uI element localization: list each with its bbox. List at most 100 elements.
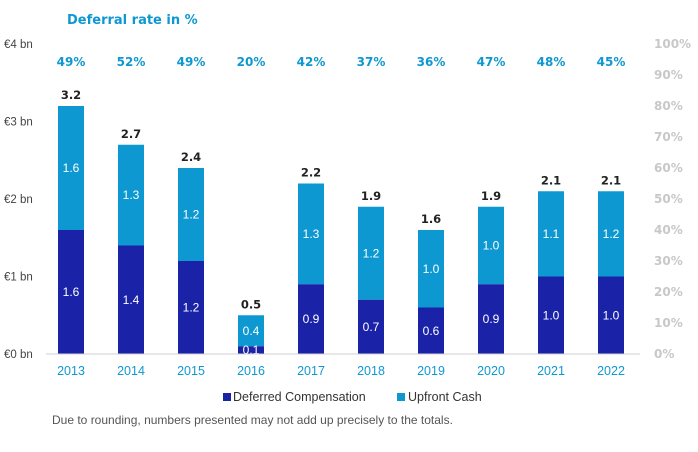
bar-label-deferred-compensation: 0.6: [423, 324, 440, 338]
x-axis: 2013 2014 2015 2016 2017 2018 2019 2020 2021 2022: [57, 364, 625, 378]
deferral-rate-label: 49%: [57, 55, 86, 69]
y-right-tick-label: 10%: [654, 316, 683, 330]
bar-upfront-cash: [238, 315, 264, 347]
footnote: Due to rounding, numbers presented may n…: [52, 413, 453, 427]
bar-label-upfront-cash: 1.1: [543, 227, 560, 241]
deferral-rate-row: 49% 52% 49% 20% 42% 37% 36% 47% 48% 45%: [57, 55, 626, 69]
legend: Deferred Compensation Upfront Cash: [223, 390, 482, 404]
bar-deferred-compensation: [298, 284, 324, 354]
x-tick-label: 2013: [57, 364, 85, 378]
bar-deferred-compensation: [478, 284, 504, 354]
y-right-tick-label: 60%: [654, 161, 683, 175]
bar-label-upfront-cash: 1.6: [63, 161, 80, 175]
x-tick-label: 2015: [177, 364, 205, 378]
y-left-tick-label: €0 bn: [4, 349, 33, 361]
y-left-tick-label: €2 bn: [4, 194, 33, 206]
total-label: 1.6: [421, 212, 441, 226]
bar-label-upfront-cash: 1.2: [363, 246, 380, 260]
deferral-rate-label: 48%: [537, 55, 566, 69]
x-tick-label: 2014: [117, 364, 145, 378]
bar-label-deferred-compensation: 1.2: [183, 301, 200, 315]
bar-upfront-cash: [538, 191, 564, 277]
y-right-tick-label: 50%: [654, 192, 683, 206]
y-right-tick-label: 100%: [654, 37, 691, 51]
bar-deferred-compensation: [58, 230, 84, 354]
bar-label-deferred-compensation: 1.0: [603, 308, 620, 322]
y-right-tick-label: 0%: [654, 347, 674, 361]
deferral-rate-label: 49%: [177, 55, 206, 69]
total-label: 2.2: [301, 166, 321, 180]
bar-label-upfront-cash: 1.2: [183, 208, 200, 222]
deferral-rate-label: 20%: [237, 55, 266, 69]
x-tick-label: 2020: [477, 364, 505, 378]
segment-labels: 1.6 1.6 1.4 1.3 1.2 1.2 0.1 0.4 0.9 1.3 0.7 1.2 0.6 1…: [63, 161, 620, 357]
y-right-tick-label: 80%: [654, 99, 683, 113]
y-right-tick-label: 20%: [654, 285, 683, 299]
y-right-tick-label: 70%: [654, 130, 683, 144]
x-tick-label: 2019: [417, 364, 445, 378]
deferral-rate-label: 37%: [357, 55, 386, 69]
bar-label-deferred-compensation: 0.7: [363, 320, 380, 334]
total-label: 2.4: [181, 150, 201, 164]
bar-label-upfront-cash: 1.0: [423, 262, 440, 276]
y-left-tick-label: €3 bn: [4, 117, 33, 129]
bar-label-upfront-cash: 1.3: [303, 227, 320, 241]
deferral-rate-label: 45%: [597, 55, 626, 69]
bar-upfront-cash: [598, 191, 624, 277]
bar-label-deferred-compensation: 0.9: [303, 312, 320, 326]
y-right-tick-label: 90%: [654, 68, 683, 82]
bar-upfront-cash: [478, 206, 504, 285]
bar-label-deferred-compensation: 0.9: [483, 312, 500, 326]
bar-deferred-compensation: [178, 261, 204, 354]
bar-upfront-cash: [418, 230, 444, 308]
y-left-tick-label: €4 bn: [4, 39, 33, 51]
deferral-rate-label: 36%: [417, 55, 446, 69]
total-label: 0.5: [241, 297, 261, 311]
bar-label-deferred-compensation: 1.6: [63, 285, 80, 299]
total-label: 1.9: [481, 189, 501, 203]
x-tick-label: 2021: [537, 364, 565, 378]
bars: [58, 106, 624, 354]
y-axis-right: 0% 10% 20% 30% 40% 50% 60% 70% 80% 90% 100%: [654, 37, 691, 361]
bar-label-deferred-compensation: 0.1: [243, 343, 260, 357]
y-right-tick-label: 30%: [654, 254, 683, 268]
bar-label-deferred-compensation: 1.4: [123, 293, 140, 307]
bar-deferred-compensation: [538, 276, 564, 354]
bar-upfront-cash: [118, 144, 144, 246]
bar-upfront-cash: [298, 183, 324, 285]
bar-label-upfront-cash: 1.3: [123, 188, 140, 202]
total-label: 2.7: [121, 127, 141, 141]
deferral-rate-label: 42%: [297, 55, 326, 69]
deferral-rate-label: 47%: [477, 55, 506, 69]
bar-label-upfront-cash: 1.0: [483, 239, 500, 253]
bar-upfront-cash: [358, 206, 384, 300]
chart-title: Deferral rate in %: [67, 13, 198, 28]
bar-upfront-cash: [58, 106, 84, 230]
x-tick-label: 2018: [357, 364, 385, 378]
y-axis-left: €0 bn €1 bn €2 bn €3 bn €4 bn: [4, 39, 33, 361]
total-label: 1.9: [361, 189, 381, 203]
bar-deferred-compensation: [238, 346, 264, 354]
bar-upfront-cash: [178, 168, 204, 261]
bar-deferred-compensation: [598, 276, 624, 354]
y-right-tick-label: 40%: [654, 223, 683, 237]
total-label: 2.1: [541, 173, 561, 187]
y-left-tick-label: €1 bn: [4, 272, 33, 284]
legend-label-upfront-cash: Upfront Cash: [408, 390, 482, 404]
total-labels: 3.2 2.7 2.4 0.5 2.2 1.9 1.6 1.9 2.1 2.1: [61, 88, 621, 311]
bar-deferred-compensation: [118, 245, 144, 354]
legend-swatch-upfront-cash: [397, 393, 405, 401]
total-label: 3.2: [61, 88, 81, 102]
bar-deferred-compensation: [418, 307, 444, 354]
legend-swatch-deferred-compensation: [223, 393, 231, 401]
bar-deferred-compensation: [358, 299, 384, 354]
x-tick-label: 2022: [597, 364, 625, 378]
bar-label-deferred-compensation: 1.0: [543, 308, 560, 322]
total-label: 2.1: [601, 173, 621, 187]
x-tick-label: 2016: [237, 364, 265, 378]
deferral-rate-label: 52%: [117, 55, 146, 69]
bar-label-upfront-cash: 0.4: [243, 324, 260, 338]
bar-label-upfront-cash: 1.2: [603, 227, 620, 241]
legend-label-deferred-compensation: Deferred Compensation: [233, 390, 366, 404]
